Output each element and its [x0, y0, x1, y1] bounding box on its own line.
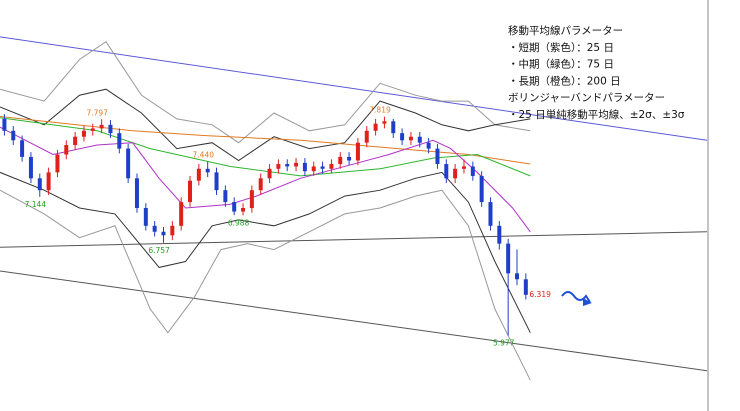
- candle-body: [249, 190, 254, 208]
- annotation: 6.988: [228, 218, 250, 227]
- candle-body: [241, 208, 246, 212]
- annotation: 7.797: [86, 108, 108, 117]
- candles: [2, 114, 528, 336]
- candle-body: [391, 121, 396, 134]
- annotation: 7.440: [193, 151, 215, 160]
- annotation: 6.757: [148, 246, 170, 255]
- indicator-line: [0, 41, 531, 144]
- indicator-line: [0, 116, 531, 165]
- note-text: ・短期（紫色）：25 日: [508, 41, 614, 54]
- candle-body: [320, 166, 325, 169]
- candle-body: [152, 225, 157, 232]
- annotation: 6.319: [529, 290, 551, 299]
- candle-body: [488, 202, 493, 226]
- candle-body: [364, 130, 369, 143]
- candle-body: [347, 156, 352, 161]
- candle-body: [73, 136, 78, 146]
- candle-body: [453, 168, 458, 179]
- arrow: [561, 291, 591, 303]
- candle-body: [223, 190, 228, 203]
- candle-body: [355, 142, 360, 161]
- candle-body: [417, 136, 422, 143]
- candle-body: [188, 180, 193, 203]
- candle-body: [408, 136, 413, 141]
- candle-body: [338, 156, 343, 165]
- candle-body: [435, 148, 440, 165]
- candle-body: [179, 202, 184, 226]
- candle-body: [99, 124, 104, 129]
- candle-body: [90, 128, 95, 131]
- candle-body: [267, 168, 272, 179]
- candle-body: [205, 168, 210, 173]
- candle-body: [214, 172, 219, 191]
- indicator-line: [0, 117, 531, 177]
- labels: 7.797 7.440 7.819 7.144 6.757 6.988 5.977 6.319…: [25, 24, 685, 347]
- candle-body: [2, 118, 7, 131]
- candle-body: [196, 168, 201, 181]
- candle-body: [302, 162, 307, 172]
- annotation: 7.819: [369, 106, 391, 115]
- indicator-line: [0, 171, 531, 333]
- candle-body: [11, 130, 16, 141]
- candle-body: [444, 164, 449, 179]
- candle-body: [294, 162, 299, 167]
- candle-body: [329, 164, 334, 169]
- candle-body: [506, 243, 511, 274]
- candle-body: [161, 231, 166, 236]
- candle-body: [400, 133, 405, 141]
- arrow-head: [583, 298, 592, 306]
- candle-body: [258, 178, 263, 191]
- candle-body: [285, 164, 290, 167]
- candle-body: [126, 148, 131, 179]
- candle-body: [55, 154, 60, 173]
- candle-body: [20, 140, 25, 157]
- candle-body: [46, 172, 51, 191]
- indicator-line: [0, 36, 708, 141]
- candle-body: [497, 225, 502, 244]
- candle-body: [479, 175, 484, 203]
- candle-body: [382, 121, 387, 124]
- candle-body: [311, 166, 316, 172]
- candle-body: [232, 202, 237, 212]
- candle-body: [470, 166, 475, 176]
- note-text: ・25 日単純移動平均線、±2σ、±3σ: [508, 108, 685, 121]
- candle-body: [426, 142, 431, 149]
- candle-body: [461, 166, 466, 169]
- candle-body: [373, 123, 378, 131]
- annotation: 5.977: [493, 338, 515, 347]
- annotation: 7.144: [25, 200, 47, 209]
- candle-body: [108, 124, 113, 134]
- candle-body: [276, 164, 281, 169]
- note-text: 移動平均線パラメーター: [508, 24, 623, 37]
- indicator-line: [0, 189, 531, 381]
- note-text: ・長期（橙色）：200 日: [508, 74, 621, 87]
- note-text: ・中期（緑色）：75 日: [508, 58, 614, 71]
- candle-body: [143, 208, 148, 226]
- indicator-line: [0, 231, 708, 248]
- candle-body: [514, 273, 519, 280]
- candle-body: [134, 178, 139, 208]
- candle-body: [64, 145, 69, 155]
- note-text: ボリンジャーバンドパラメーター: [508, 92, 665, 104]
- candle-body: [117, 133, 122, 149]
- candle-body: [37, 178, 42, 191]
- candle-body: [28, 156, 33, 179]
- candle-body: [81, 130, 86, 137]
- candle-body: [170, 225, 175, 236]
- indicator-line: [0, 88, 531, 162]
- indicator-line: [0, 270, 708, 372]
- candle-body: [523, 279, 528, 295]
